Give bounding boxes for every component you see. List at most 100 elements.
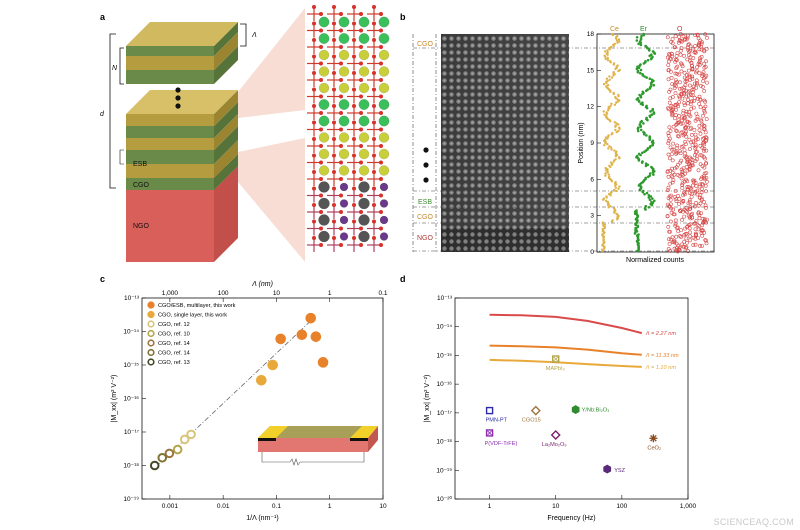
layer-label-cgo-top: CGO bbox=[417, 41, 434, 48]
ngo-label: NGO bbox=[133, 223, 150, 230]
legend-label: CGO, ref. 10 bbox=[158, 332, 190, 338]
column-title-o: O bbox=[677, 26, 683, 33]
legend-marker bbox=[147, 339, 155, 347]
legend-marker bbox=[147, 329, 155, 338]
edx-profiles bbox=[600, 32, 709, 254]
frequency-curve bbox=[489, 313, 643, 335]
position-tick-label: 6 bbox=[590, 176, 594, 183]
y-tick-label: 10⁻²⁰ bbox=[437, 495, 453, 503]
y-axis-label: |M_xx| (m² V⁻²) bbox=[424, 375, 431, 423]
legend-label: CGO/ESB, multilayer, this work bbox=[158, 303, 236, 309]
material-label: Y/Nb:Bi₂O₃ bbox=[582, 408, 610, 414]
data-point bbox=[149, 460, 160, 471]
legend-marker bbox=[147, 358, 155, 366]
material-label: MAPbI₃ bbox=[546, 366, 565, 372]
y-tick-label: 10⁻¹⁷ bbox=[124, 429, 140, 436]
device-inset bbox=[258, 426, 378, 466]
y-tick-label: 10⁻¹⁴ bbox=[436, 324, 452, 331]
column-title-er: Er bbox=[640, 26, 648, 33]
legend-marker bbox=[147, 310, 155, 319]
material-marker bbox=[571, 405, 580, 415]
x-tick-label: 100 bbox=[616, 503, 627, 510]
watermark: SCIENCEAQ.COM bbox=[713, 517, 794, 527]
chart-c: 0.001 0.01 0.1 1 10 1,000 100 10 1 0.1 10⁻¹⁹ 10⁻¹⁸ 1… bbox=[111, 281, 388, 522]
data-point bbox=[296, 329, 308, 341]
top-x-tick-label: 0.1 bbox=[378, 290, 387, 297]
ellipsis-dot bbox=[175, 103, 181, 109]
lambda-label: Λ bbox=[251, 32, 257, 39]
layer-label-cgo: CGO bbox=[417, 214, 434, 221]
esb-label: ESB bbox=[133, 161, 147, 168]
y-tick-label: 10⁻¹⁵ bbox=[436, 352, 452, 359]
panel-b: b CGO ESB CGO NGO Ce Er O 0 3 6 9 12 15 18 Pos… bbox=[400, 12, 715, 264]
layer-label-ngo: NGO bbox=[417, 235, 434, 242]
data-point bbox=[275, 333, 286, 345]
panel-c: c 0.001 0.01 0.1 1 10 1,000 100 10 1 0.1 10⁻¹⁹ 10⁻¹… bbox=[100, 274, 388, 522]
material-marker bbox=[649, 434, 658, 443]
data-point bbox=[310, 331, 322, 342]
plot-frame bbox=[141, 297, 384, 500]
y-tick-label: 10⁻¹⁹ bbox=[123, 496, 139, 503]
legend-label: CGO, ref. 14 bbox=[158, 351, 190, 357]
legend-marker bbox=[147, 348, 155, 357]
x-tick-label: 0.001 bbox=[162, 503, 179, 510]
y-tick-label: 10⁻¹⁸ bbox=[436, 439, 452, 446]
material-marker bbox=[603, 464, 612, 474]
data-point bbox=[164, 448, 175, 459]
material-label: YSZ bbox=[614, 468, 625, 474]
x-tick-label: 1 bbox=[328, 503, 332, 510]
top-x-tick-label: 1,000 bbox=[162, 290, 179, 297]
x-axis-label: 1/Λ (nm⁻¹) bbox=[246, 515, 278, 522]
cgo-label: CGO bbox=[133, 182, 150, 189]
ellipsis-dot bbox=[175, 95, 181, 101]
x-tick-label: 10 bbox=[552, 503, 560, 510]
projection-wedge bbox=[238, 138, 305, 262]
y-tick-label: 10⁻¹⁶ bbox=[436, 381, 452, 388]
y-tick-label: 10⁻¹³ bbox=[437, 295, 453, 302]
y-tick-label: 10⁻¹⁵ bbox=[123, 362, 139, 369]
legend-marker bbox=[147, 301, 155, 309]
panel-c-letter: c bbox=[100, 274, 105, 284]
material-marker bbox=[485, 429, 494, 437]
material-marker bbox=[552, 355, 560, 363]
position-tick-label: 18 bbox=[587, 31, 595, 38]
data-point bbox=[172, 444, 183, 455]
frequency-curve bbox=[489, 344, 642, 356]
x-axis-label: Frequency (Hz) bbox=[547, 515, 595, 522]
legend-label: CGO, ref. 12 bbox=[158, 322, 190, 328]
n-label: N bbox=[112, 65, 118, 72]
upper-layer-stack bbox=[126, 22, 238, 84]
interface-lines bbox=[412, 34, 714, 252]
plot-frame bbox=[454, 297, 689, 500]
curve-label: Λ = 1.10 nm bbox=[645, 365, 677, 371]
legend-label: CGO, ref. 14 bbox=[158, 341, 190, 347]
material-label: CeO₂ bbox=[647, 445, 661, 451]
y-tick-label: 10⁻¹⁸ bbox=[123, 463, 139, 470]
x-tick-label: 1 bbox=[488, 503, 492, 510]
layer-label-esb: ESB bbox=[418, 199, 432, 206]
position-tick-label: 3 bbox=[590, 213, 594, 220]
x-tick-label: 1,000 bbox=[680, 503, 697, 510]
panel-b-letter: b bbox=[400, 12, 406, 22]
material-label: P(VDF-TrFE) bbox=[485, 441, 518, 447]
d-label: d bbox=[100, 111, 105, 118]
position-tick-label: 0 bbox=[590, 249, 594, 256]
panel-d-letter: d bbox=[400, 274, 406, 284]
top-x-axis-label: Λ (nm) bbox=[251, 281, 273, 288]
panel-a-letter: a bbox=[100, 12, 106, 22]
curve-label: Λ = 11.33 nm bbox=[645, 353, 679, 359]
fit-line bbox=[153, 317, 314, 470]
legend-label: CGO, single layer, this work bbox=[158, 313, 227, 319]
x-tick-label: 0.1 bbox=[272, 503, 281, 510]
position-tick-label: 15 bbox=[587, 67, 595, 74]
lower-layer-stack bbox=[126, 90, 238, 190]
panel-a: a bbox=[100, 5, 390, 262]
x-tick-label: 10 bbox=[379, 503, 387, 510]
data-point bbox=[317, 357, 329, 368]
projection-wedge bbox=[238, 8, 305, 118]
data-point bbox=[305, 312, 317, 324]
y-tick-label: 10⁻¹⁶ bbox=[123, 396, 139, 403]
y-tick-label: 10⁻¹⁷ bbox=[437, 410, 453, 417]
y-tick-label: 10⁻¹⁹ bbox=[436, 467, 452, 474]
